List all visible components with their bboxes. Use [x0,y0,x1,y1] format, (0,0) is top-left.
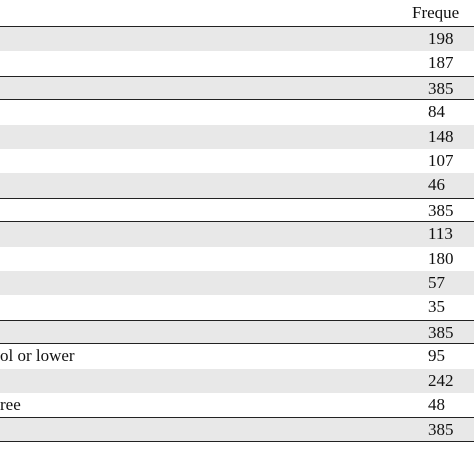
row-value: 187 [428,53,454,73]
table-header: Freque [0,0,474,27]
table-row: 385 [0,75,474,101]
table-row: 57 [0,271,474,296]
table-row: 385 [0,197,474,223]
table-row: 107 [0,149,474,173]
table-row: 385 [0,319,474,345]
row-value: 385 [428,200,454,220]
row-value: 113 [428,224,453,244]
table-row: 180 [0,247,474,271]
table-row: 46 [0,173,474,198]
table-row: ol or lower 95 [0,344,474,368]
row-value: 107 [428,151,454,170]
table-row: ree 48 [0,393,474,417]
table-row: 242 [0,368,474,393]
table-row: 187 [0,51,474,75]
table-row: 148 [0,124,474,149]
table-row: 84 [0,100,474,124]
row-value: 46 [428,175,445,195]
header-cell: Freque [412,3,460,22]
row-value: 242 [428,370,454,390]
row-value: 57 [428,273,445,292]
table-row: 198 [0,27,474,52]
row-value: 48 [428,395,445,414]
row-value: 35 [428,297,445,317]
row-label: ree [0,395,21,414]
row-value: 148 [428,126,454,146]
table-row: 385 [0,417,474,442]
row-value: 385 [428,78,454,98]
row-value: 385 [428,322,454,342]
row-value: 198 [428,29,454,48]
row-value: 84 [428,102,445,122]
table-row: 35 [0,295,474,319]
row-value: 180 [428,248,454,268]
row-label: ol or lower [0,346,75,366]
row-value: 95 [428,346,445,366]
row-value: 385 [428,420,454,440]
table-row: 113 [0,222,474,247]
